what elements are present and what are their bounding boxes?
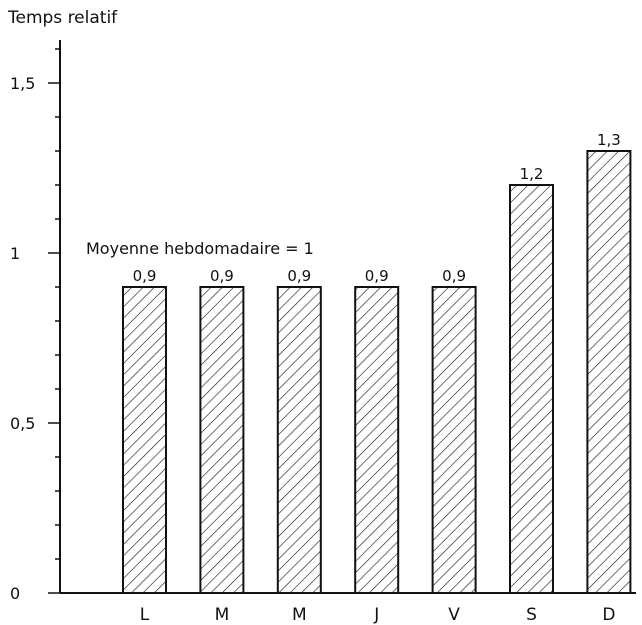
y-minor-ticks [55, 48, 60, 560]
bar-7 [586, 150, 632, 594]
bar-value-label: 0,9 [210, 267, 234, 285]
x-category-label: M [292, 605, 307, 625]
x-category-label: D [602, 605, 615, 625]
bar-value-label: 1,2 [520, 165, 544, 183]
bar-value-label: 0,9 [133, 267, 157, 285]
x-category-label: M [215, 605, 230, 625]
bars-group: 0,9 0,9 0,9 0,9 0,9 1,2 1,3 [122, 131, 632, 594]
bar-value-label: 1,3 [597, 131, 621, 149]
y-tick-label: 1,5 [10, 74, 35, 93]
y-tick-label: 1 [10, 244, 20, 263]
y-major-ticks: 0 0,5 1 1,5 [10, 74, 60, 603]
y-tick-label: 0,5 [10, 414, 35, 433]
bar-value-label: 0,9 [365, 267, 389, 285]
bar-4 [354, 286, 400, 594]
bar-1 [122, 286, 167, 594]
y-tick-label: 0 [10, 584, 20, 603]
x-category-label: L [140, 605, 150, 625]
average-annotation: Moyenne hebdomadaire = 1 [86, 239, 314, 258]
x-category-label: J [373, 605, 379, 625]
x-category-label: V [448, 605, 460, 625]
y-axis-title: Temps relatif [7, 8, 118, 28]
bar-value-label: 0,9 [442, 267, 466, 285]
bar-6 [509, 184, 554, 594]
bar-value-label: 0,9 [287, 267, 311, 285]
bar-2 [199, 286, 245, 594]
x-category-label: S [526, 605, 537, 625]
bar-5 [431, 286, 477, 594]
bar-3 [276, 286, 322, 594]
